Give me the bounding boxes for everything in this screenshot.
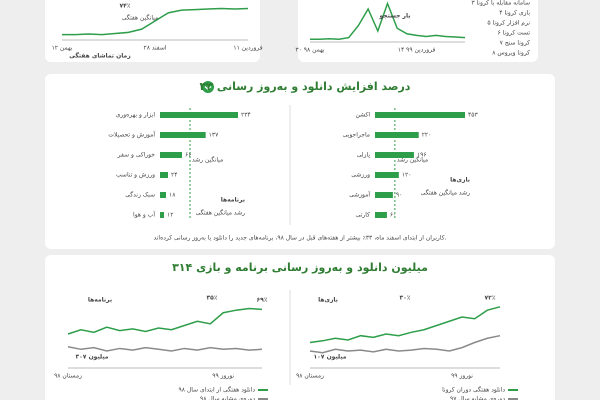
x-tick-label: نوروز ۹۹ — [451, 373, 473, 380]
x-tick-label: نوروز ۹۹ — [212, 373, 234, 380]
list-item: ۴ بازی کرونا — [499, 10, 530, 17]
category-label: سبک زندگی — [125, 191, 155, 199]
chart-title: برنامه‌ها — [221, 197, 245, 204]
category-label: ورزشی — [351, 172, 370, 179]
chart-subtitle: رشد میانگین هفتگی — [421, 189, 471, 197]
value-label: ۶۰ — [390, 212, 396, 219]
value-label: ۲۲۰ — [422, 132, 432, 139]
category-label: ابزار و بهره‌وری — [116, 112, 156, 119]
chart-title: بازی‌ها — [318, 297, 338, 304]
line-series — [309, 334, 501, 354]
bar — [160, 112, 238, 118]
value-label: ۱۹۶ — [417, 152, 427, 159]
value-label: ۱۲۰ — [402, 172, 412, 179]
x-tick-label: ۳۰ بهمن ۹۸ — [295, 47, 325, 54]
bar — [160, 192, 166, 198]
line-series — [67, 346, 263, 352]
bar — [160, 152, 182, 158]
card — [45, 0, 260, 62]
annotation: ۱۰۷ میلیون — [313, 354, 346, 361]
bar — [160, 172, 168, 178]
bar — [375, 112, 465, 118]
annotation: ۳۰٪ — [400, 295, 411, 302]
x-tick-label: ۱۴ فروردین ۹۹ — [398, 47, 436, 54]
x-tick-label: فروردین ۱۱ — [233, 45, 262, 52]
annotation: ۶۹٪ — [257, 297, 268, 304]
value-label: ۹۰ — [396, 192, 402, 199]
category-label: پازلی — [357, 152, 371, 159]
value-label: ۲۳۴ — [241, 112, 251, 119]
line-series — [310, 1, 466, 41]
category-label: خوراکی و سفر — [117, 152, 156, 159]
value-label: ۴۵۳ — [468, 112, 478, 119]
annotation: ۷۲٪ — [485, 295, 496, 302]
bar — [375, 172, 399, 178]
annotation: ۳۵٪ — [207, 295, 218, 302]
bar — [160, 132, 206, 138]
annotation: ۷۴٪ — [120, 3, 131, 10]
x-tick-label: اسفند ۲۸ — [143, 45, 166, 52]
reference-label: میانگین رشد — [397, 156, 428, 164]
card — [45, 74, 555, 249]
value-label: ۱۳۷ — [209, 132, 219, 139]
bar — [375, 192, 393, 198]
chart-title: زمان تماشای هفتگی — [69, 52, 131, 60]
value-label: ۱۲ — [167, 212, 173, 219]
bar — [375, 132, 419, 138]
footnote: کاربران از ابتدای اسفند ماه، ۳۳٪ بیشتر ا… — [154, 235, 447, 242]
x-tick-label: بهمن ۱۲ — [52, 45, 73, 52]
annotation: ۳۰۷ میلیون — [75, 354, 108, 361]
chart-title: بار جستجو — [378, 13, 410, 20]
legend-label: دانلود هفتگی دوران کرونا — [442, 386, 505, 394]
category-label: آب و هوا — [133, 210, 155, 219]
line-series — [309, 306, 501, 344]
category-label: آموزشی — [349, 190, 370, 199]
category-label: اکشن — [356, 112, 371, 119]
list-item: ۶ تست کرونا — [497, 30, 530, 37]
category-label: کارتی — [356, 212, 370, 219]
legend-label: دانلود هفتگی از ابتدای سال ۹۸ — [178, 386, 255, 394]
legend-label: دوره‌ی مشابه سال ۹۷ — [450, 396, 505, 400]
line-series — [62, 7, 249, 36]
category-label: ورزش و تناسب — [116, 172, 155, 179]
category-label: ماجراجویی — [343, 132, 370, 139]
download-arrow — [204, 83, 212, 91]
bar — [375, 212, 387, 218]
bar — [160, 212, 164, 218]
chart-title: برنامه‌ها — [88, 297, 112, 304]
chart-subtitle: رشد میانگین هفتگی — [196, 209, 246, 217]
x-tick-label: زمستان ۹۸ — [54, 373, 82, 380]
value-label: ۶۶ — [185, 152, 191, 159]
series-label: میانگین هفتگی — [122, 14, 158, 22]
value-label: ۲۴ — [171, 172, 177, 179]
section-title: ۳۳ درصد افزایش دانلود و به‌روز رسانی — [200, 80, 411, 93]
value-label: ۱۸ — [169, 192, 176, 199]
list-item: ۷ کرونا سنج — [500, 40, 530, 47]
chart-title: بازی‌ها — [450, 177, 470, 184]
category-label: آموزش و تحصیلات — [108, 130, 155, 139]
x-tick-label: زمستان ۹۸ — [296, 373, 324, 380]
reference-label: میانگین رشد — [192, 156, 223, 164]
line-series — [67, 307, 263, 335]
list-item: ۵ نرم افزار کرونا — [487, 20, 530, 27]
legend-label: دوره‌ی مشابه سال ۹۸ — [200, 396, 255, 400]
card — [298, 0, 538, 62]
section-title: ۳۱۴ میلیون دانلود و به‌روز رسانی برنامه … — [172, 261, 428, 274]
card — [45, 255, 555, 400]
list-item: ۳ سامانه مقابله با کرونا — [471, 0, 530, 7]
list-item: ۸ کرونا ویروس — [492, 50, 530, 57]
bar — [375, 152, 414, 158]
